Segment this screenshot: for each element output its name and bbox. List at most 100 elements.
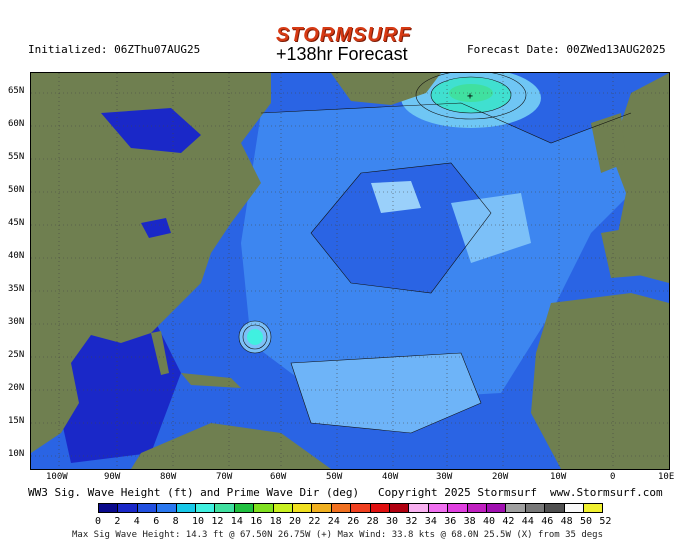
land-florida: [151, 331, 169, 375]
lat-label-55n: 55N: [8, 152, 25, 162]
lat-label-25n: 25N: [8, 350, 25, 360]
colorbar-swatch: [253, 503, 274, 513]
lat-label-65n: 65N: [8, 86, 25, 96]
land-british-isles: [591, 113, 626, 173]
lon-label-70w: 70W: [216, 472, 233, 482]
footer-copyright: Copyright 2025 Stormsurf: [378, 486, 537, 499]
footer-website: www.Stormsurf.com: [550, 486, 663, 499]
lat-label-50n: 50N: [8, 185, 25, 195]
colorbar-swatch: [583, 503, 604, 513]
colorbar-tick-label: 8: [172, 516, 179, 527]
colorbar-tick-label: 40: [483, 516, 496, 527]
colorbar-tick-label: 16: [250, 516, 263, 527]
ocean-zone-east: [451, 193, 531, 263]
max-stats-line: Max Sig Wave Height: 14.3 ft @ 67.50N 26…: [72, 530, 604, 540]
colorbar-swatch: [427, 503, 449, 513]
colorbar-tick-label: 48: [560, 516, 573, 527]
ocean-zone-patch: [371, 181, 421, 213]
lat-label-60n: 60N: [8, 119, 25, 129]
wave-height-map: +: [30, 72, 670, 470]
colorbar-swatch: [292, 503, 313, 513]
colorbar-swatch: [524, 503, 546, 513]
lon-label-90w: 90W: [104, 472, 121, 482]
lat-label-15n: 15N: [8, 416, 25, 426]
gulf-of-mexico: [51, 313, 181, 463]
max-wave-marker: +: [467, 91, 473, 102]
lon-label-10e: 10E: [658, 472, 675, 482]
lon-label-60w: 60W: [270, 472, 287, 482]
map-canvas: +: [31, 73, 669, 469]
initialized-label: Initialized: 06ZThu07AUG25: [28, 43, 201, 56]
land-cuba: [181, 373, 241, 388]
colorbar-swatch: [136, 503, 158, 513]
colorbar-tick-label: 18: [269, 516, 282, 527]
colorbar-swatch: [98, 503, 119, 513]
colorbar-swatch: [505, 503, 526, 513]
lat-label-45n: 45N: [8, 218, 25, 228]
colorbar-tick-label: 0: [95, 516, 102, 527]
colorbar-swatch: [466, 503, 487, 513]
contour-lines: [238, 73, 632, 434]
lon-label-40w: 40W: [382, 472, 399, 482]
colorbar-swatch: [369, 503, 390, 513]
colorbar-tick-label: 22: [308, 516, 321, 527]
colorbar-swatch: [563, 503, 584, 513]
lat-label-20n: 20N: [8, 383, 25, 393]
colorbar-tick-label: 44: [521, 516, 534, 527]
colorbar-swatch: [447, 503, 468, 513]
colorbar-swatch: [175, 503, 196, 513]
lon-label-30w: 30W: [436, 472, 453, 482]
colorbar-tick-label: 6: [153, 516, 160, 527]
colorbar-swatch: [350, 503, 371, 513]
brand-logo: STORMSURF: [276, 24, 412, 46]
colorbar-tick-label: 28: [366, 516, 379, 527]
colorbar-swatch: [195, 503, 216, 513]
forecast-title: +138hr Forecast: [276, 44, 408, 64]
lat-label-30n: 30N: [8, 317, 25, 327]
colorbar-tick-label: 34: [424, 516, 437, 527]
colorbar-tick-label: 10: [192, 516, 205, 527]
colorbar-swatch: [544, 503, 565, 513]
lon-label-0: 0: [610, 472, 616, 482]
colorbar-swatch: [214, 503, 235, 513]
colorbar-swatch: [117, 503, 138, 513]
colorbar-tick-label: 14: [230, 516, 243, 527]
land-greenland: [331, 73, 441, 105]
lat-label-40n: 40N: [8, 251, 25, 261]
colorbar-swatch: [486, 503, 507, 513]
footer-caption: WW3 Sig. Wave Height (ft) and Prime Wave…: [28, 486, 360, 499]
lon-label-20w: 20W: [492, 472, 509, 482]
ocean-zone-central: [311, 163, 491, 293]
colorbar-tick-label: 30: [386, 516, 399, 527]
colorbar-tick-label: 24: [327, 516, 340, 527]
land-iberia: [601, 223, 669, 278]
colorbar-tick-label: 32: [405, 516, 418, 527]
lat-label-10n: 10N: [8, 449, 25, 459]
ocean-zone-tropical: [291, 353, 481, 433]
colorbar-tick-label: 20: [289, 516, 302, 527]
colorbar-swatch: [311, 503, 332, 513]
cyclone-core: [247, 329, 263, 345]
colorbar-swatch: [389, 503, 410, 513]
colorbar-swatch: [272, 503, 293, 513]
colorbar-tick-label: 12: [211, 516, 224, 527]
colorbar-tick-label: 52: [599, 516, 612, 527]
colorbar-tick-label: 36: [444, 516, 457, 527]
lon-label-80w: 80W: [160, 472, 177, 482]
hudson-bay-water: [101, 108, 201, 153]
colorbar-tick-label: 2: [114, 516, 121, 527]
colorbar-tick-label: 4: [133, 516, 140, 527]
land-africa: [531, 293, 669, 469]
colorbar-swatch: [330, 503, 352, 513]
lon-label-50w: 50W: [326, 472, 343, 482]
lon-label-100w: 100W: [46, 472, 68, 482]
forecast-date-label: Forecast Date: 00ZWed13AUG2025: [467, 43, 666, 56]
great-lakes: [141, 218, 171, 238]
colorbar-tick-label: 26: [347, 516, 360, 527]
colorbar-swatch: [233, 503, 255, 513]
colorbar-swatch: [156, 503, 177, 513]
colorbar-tick-label: 38: [463, 516, 476, 527]
colorbar-tick-label: 46: [541, 516, 554, 527]
colorbar-swatch: [408, 503, 429, 513]
colorbar-tick-label: 42: [502, 516, 515, 527]
